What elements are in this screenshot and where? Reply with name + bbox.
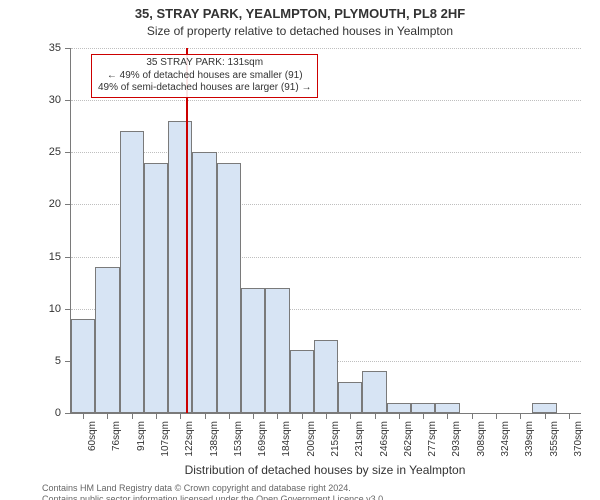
info-box-line: ← 49% of detached houses are smaller (91… (98, 70, 311, 83)
y-tick (65, 48, 71, 49)
x-tick (350, 413, 351, 419)
x-tick (326, 413, 327, 419)
bar (435, 403, 459, 413)
bar (265, 288, 289, 413)
y-tick (65, 152, 71, 153)
bar (95, 267, 119, 413)
chart-container: 35, STRAY PARK, YEALMPTON, PLYMOUTH, PL8… (0, 0, 600, 500)
x-tick (277, 413, 278, 419)
y-tick (65, 204, 71, 205)
y-tick (65, 413, 71, 414)
x-axis-label: Distribution of detached houses by size … (70, 463, 580, 477)
gridline (71, 152, 581, 153)
y-tick-label: 35 (31, 42, 61, 54)
x-tick (156, 413, 157, 419)
info-box: 35 STRAY PARK: 131sqm← 49% of detached h… (91, 54, 318, 98)
footnote-line-2: Contains public sector information licen… (42, 494, 386, 500)
x-tick (132, 413, 133, 419)
bar (290, 350, 314, 413)
bar (168, 121, 192, 413)
x-tick (302, 413, 303, 419)
bar (338, 382, 362, 413)
y-tick (65, 309, 71, 310)
x-tick (545, 413, 546, 419)
plot-area: 0510152025303560sqm76sqm91sqm107sqm122sq… (70, 48, 581, 414)
x-tick (375, 413, 376, 419)
x-tick (472, 413, 473, 419)
x-tick (399, 413, 400, 419)
y-tick-label: 15 (31, 251, 61, 263)
x-tick (520, 413, 521, 419)
footnote-line-1: Contains HM Land Registry data © Crown c… (42, 483, 386, 494)
y-tick-label: 30 (31, 94, 61, 106)
bar (144, 163, 168, 413)
bar (387, 403, 411, 413)
bar (192, 152, 216, 413)
bar (241, 288, 265, 413)
bar (71, 319, 95, 413)
reference-line (186, 48, 188, 413)
bar (532, 403, 556, 413)
gridline (71, 48, 581, 49)
bar (411, 403, 435, 413)
bar (217, 163, 241, 413)
y-tick-label: 5 (31, 355, 61, 367)
bar (314, 340, 338, 413)
x-tick (496, 413, 497, 419)
x-tick (205, 413, 206, 419)
x-tick (423, 413, 424, 419)
y-tick-label: 10 (31, 303, 61, 315)
y-tick-label: 25 (31, 146, 61, 158)
footnote: Contains HM Land Registry data © Crown c… (42, 483, 386, 500)
x-tick (107, 413, 108, 419)
x-tick (180, 413, 181, 419)
x-tick (569, 413, 570, 419)
y-tick-label: 20 (31, 198, 61, 210)
y-tick (65, 257, 71, 258)
bar (362, 371, 386, 413)
bar (120, 131, 144, 413)
x-tick (83, 413, 84, 419)
chart-title: 35, STRAY PARK, YEALMPTON, PLYMOUTH, PL8… (0, 6, 600, 21)
y-tick (65, 100, 71, 101)
info-box-line: 49% of semi-detached houses are larger (… (98, 82, 311, 95)
x-tick (229, 413, 230, 419)
y-tick-label: 0 (31, 407, 61, 419)
chart-subtitle: Size of property relative to detached ho… (0, 24, 600, 38)
gridline (71, 100, 581, 101)
x-tick (447, 413, 448, 419)
info-box-line: 35 STRAY PARK: 131sqm (98, 57, 311, 70)
x-tick (253, 413, 254, 419)
